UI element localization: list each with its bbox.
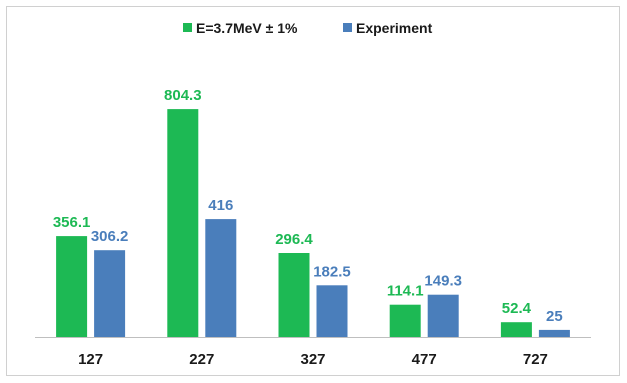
data-label-series2-127: 306.2 — [91, 228, 129, 245]
data-label-series1-127: 356.1 — [53, 214, 91, 231]
legend-swatch-series2 — [343, 23, 352, 32]
data-label-series2-327: 182.5 — [313, 263, 351, 280]
chart-frame: E=3.7MeV ± 1% Experiment 356.1 306.2 804.3 4… — [6, 6, 620, 376]
bar-area — [56, 109, 570, 337]
data-label-series2-227: 416 — [208, 197, 233, 214]
x-tick-label-127: 127 — [78, 351, 103, 368]
bar-series2-327 — [316, 285, 348, 337]
data-label-series2-727: 25 — [546, 308, 563, 325]
data-label-series1-727: 52.4 — [502, 300, 532, 317]
legend-label-series2: Experiment — [356, 20, 433, 36]
bar-series1-127 — [56, 236, 88, 337]
bar-series2-727 — [538, 329, 570, 337]
x-tick-label-227: 227 — [189, 351, 214, 368]
legend-swatch-series1 — [183, 23, 192, 32]
x-tick-label-477: 477 — [412, 351, 437, 368]
legend-label-series1: E=3.7MeV ± 1% — [196, 20, 298, 36]
legend: E=3.7MeV ± 1% Experiment — [183, 20, 433, 36]
data-label-series1-477: 114.1 — [387, 283, 424, 300]
bar-series1-327 — [278, 253, 310, 337]
bar-series1-227 — [167, 109, 199, 337]
x-tick-labels: 127 227 327 477 727 — [78, 351, 548, 368]
x-tick-label-327: 327 — [300, 351, 325, 368]
bar-series2-477 — [427, 294, 459, 337]
x-tick-label-727: 727 — [523, 351, 548, 368]
data-label-series2-477: 149.3 — [424, 273, 462, 290]
bar-series1-727 — [500, 322, 532, 337]
bar-series1-477 — [389, 304, 421, 337]
data-label-series1-327: 296.4 — [275, 231, 313, 248]
bar-series2-127 — [94, 250, 126, 337]
data-label-series1-227: 804.3 — [164, 87, 202, 104]
bar-series2-227 — [205, 219, 237, 337]
